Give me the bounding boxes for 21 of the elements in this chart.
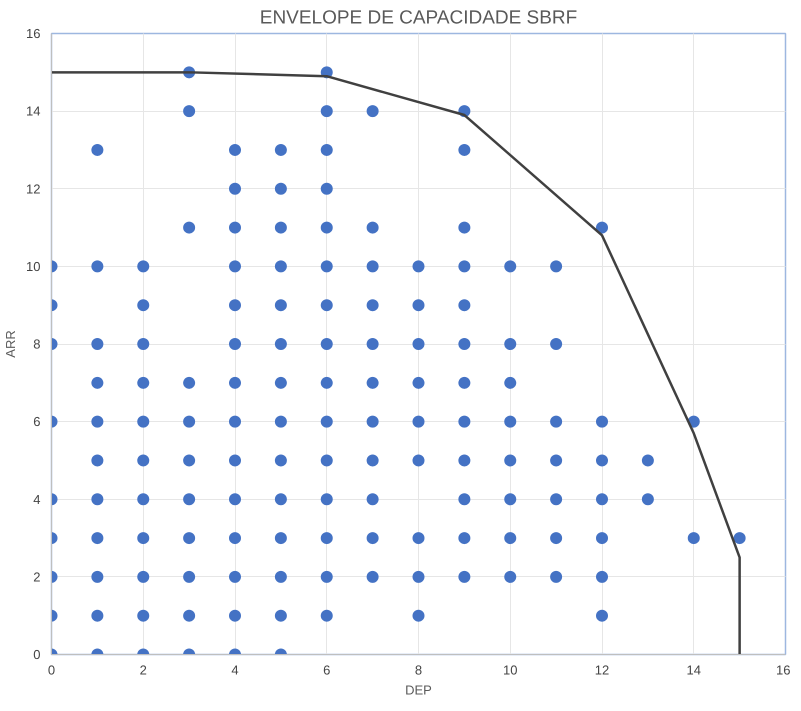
- x-tick-label: 4: [231, 662, 239, 678]
- y-tick-label: 10: [26, 258, 41, 274]
- y-tick-label: 8: [33, 336, 41, 352]
- x-tick-label: 6: [323, 662, 330, 678]
- y-tick-label: 16: [26, 26, 41, 41]
- x-tick-label: 12: [594, 662, 610, 678]
- y-tick-label: 14: [26, 104, 41, 119]
- x-tick-label: 8: [414, 662, 422, 678]
- y-tick-label: 0: [33, 647, 41, 662]
- y-tick-label: 6: [33, 414, 41, 430]
- x-tick-label: 0: [48, 662, 56, 678]
- x-tick-label: 14: [686, 662, 701, 678]
- x-axis-title: DEP: [405, 682, 432, 698]
- x-tick-label: 10: [503, 662, 518, 678]
- chart-title: ENVELOPE DE CAPACIDADE SBRF: [260, 8, 578, 28]
- x-tick-label: 16: [776, 662, 791, 678]
- y-tick-label: 12: [26, 181, 41, 196]
- y-tick-label: 4: [33, 492, 41, 507]
- y-axis-title: ARR: [3, 330, 18, 358]
- y-tick-label: 2: [33, 569, 41, 584]
- x-tick-label: 2: [140, 662, 147, 678]
